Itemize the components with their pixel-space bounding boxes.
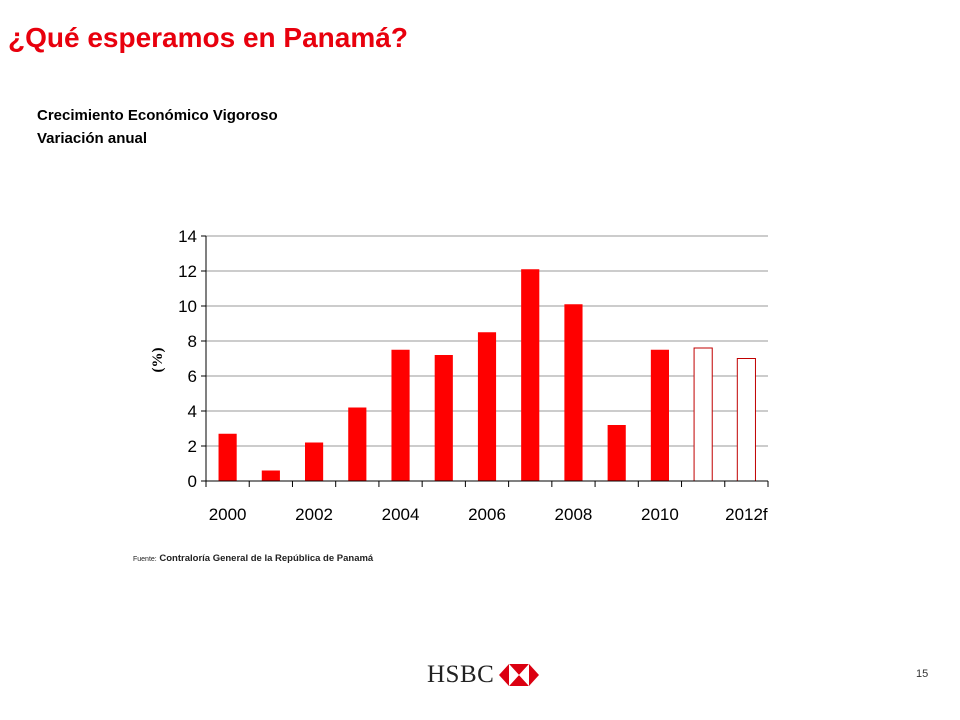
- y-tick-label: 8: [188, 332, 197, 351]
- y-axis-label: (%): [150, 348, 166, 373]
- chart-subtitle: Crecimiento Económico Vigoroso Variación…: [37, 104, 278, 150]
- bar-2001: [261, 470, 280, 481]
- bar-2003: [348, 407, 367, 481]
- x-tick-label: 2004: [382, 505, 420, 524]
- page-number: 15: [916, 668, 929, 680]
- bar-2009: [607, 425, 626, 481]
- bar-2007: [521, 269, 540, 481]
- x-tick-label: 2010: [641, 505, 679, 524]
- bar-forecast-2011: [693, 347, 713, 482]
- subtitle-line-1: Crecimiento Económico Vigoroso: [37, 107, 278, 124]
- y-tick-label: 14: [178, 227, 197, 246]
- source-note: Fuente: Contraloría General de la Repúbl…: [133, 553, 373, 564]
- bar-2006: [477, 332, 497, 481]
- x-tick-label: 2008: [555, 505, 593, 524]
- bar-2008: [564, 304, 583, 481]
- bar-2005: [434, 355, 453, 481]
- y-tick-label: 0: [188, 472, 197, 491]
- bar-2004: [391, 349, 410, 481]
- x-tick-label: 2012f: [725, 505, 768, 524]
- bar-2000: [218, 433, 237, 481]
- hsbc-logo: HSBC: [427, 660, 540, 690]
- x-tick-label: 2000: [209, 505, 247, 524]
- logo-text: HSBC: [427, 661, 495, 688]
- y-tick-label: 4: [188, 402, 197, 421]
- subtitle-line-2: Variación anual: [37, 130, 148, 147]
- bar-forecast-2012f: [736, 358, 756, 482]
- x-tick-label: 2006: [468, 505, 506, 524]
- axes: 0 2 4 6 8 10 12 14 2000 2002 2004 2006 2008 2010 2012f: [178, 227, 769, 524]
- y-tick-label: 12: [178, 262, 197, 281]
- bar-2010: [650, 349, 670, 481]
- y-tick-label: 10: [178, 297, 197, 316]
- y-tick-label: 6: [188, 367, 197, 386]
- x-tick-label: 2002: [295, 505, 333, 524]
- bars: [218, 269, 756, 482]
- y-tick-label: 2: [188, 437, 197, 456]
- bar-2002: [304, 442, 324, 481]
- source-label: Fuente:: [133, 556, 157, 563]
- source-text: Contraloría General de la República de P…: [159, 553, 374, 564]
- slide-title: ¿Qué esperamos en Panamá?: [8, 22, 408, 53]
- hexagon-logo-icon: [499, 664, 540, 686]
